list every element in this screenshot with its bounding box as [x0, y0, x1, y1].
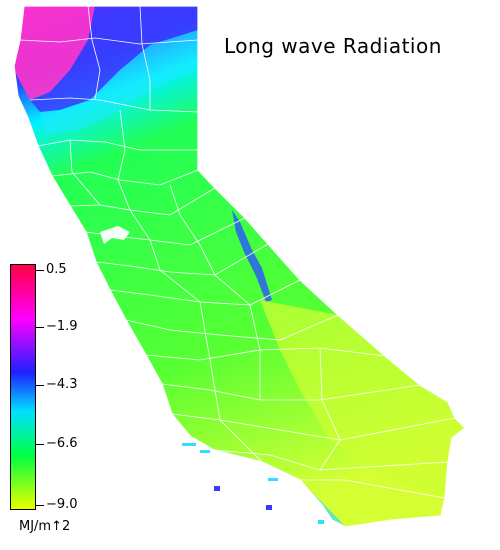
scale-label: −4.3: [46, 377, 78, 392]
scale-units: MJ/m↑2: [19, 519, 71, 534]
scale-tick: [36, 385, 44, 386]
channel-islands: [182, 443, 324, 524]
map-title: Long wave Radiation: [224, 34, 442, 58]
scale-label: −1.9: [46, 319, 78, 334]
scale-label: −6.6: [46, 436, 78, 451]
scale-label-max: 0.5: [46, 262, 67, 277]
scale-tick: [36, 505, 44, 506]
scale-tick: [36, 327, 44, 328]
color-scale-bar: [10, 264, 36, 510]
scale-tick: [36, 444, 44, 445]
scale-label-min: −9.0: [46, 497, 78, 512]
bay-water: [100, 226, 130, 244]
scale-tick: [36, 270, 44, 271]
